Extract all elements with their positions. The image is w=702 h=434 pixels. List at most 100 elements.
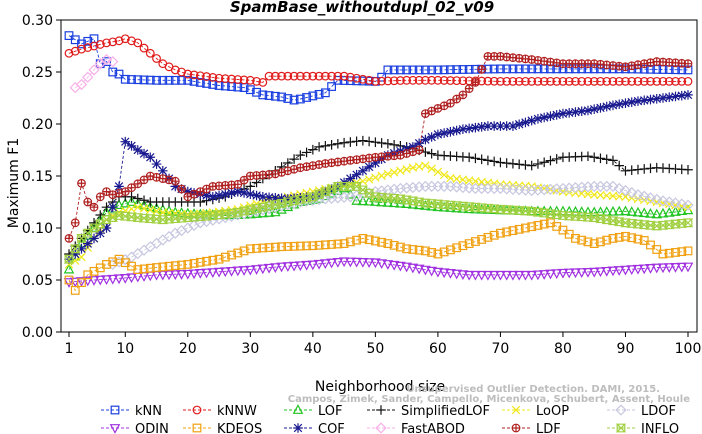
data-point-odin [582,267,594,278]
legend-label-lof: LOF [318,404,343,419]
data-point-knnw [596,76,605,86]
data-point-simplifiedlof [526,160,537,171]
data-point-lof [63,263,75,274]
data-point-knnw [639,76,649,86]
data-point-odin [226,266,237,277]
x-tick-label: 20 [179,341,197,357]
data-point-knnw [302,71,311,81]
data-point-simplifiedlof [489,156,499,167]
data-point-cof [95,228,106,238]
data-point-cof [558,108,568,119]
data-point-knn [527,64,537,74]
data-point-cof [676,90,687,101]
data-point-kdeos [627,233,637,243]
legend-item-inflo: INFLO [607,422,679,434]
data-point-simplifiedlof [345,137,356,147]
data-point-kdeos [145,263,155,273]
data-point-knnw [277,71,286,81]
data-point-knnw [227,74,236,84]
data-point-odin [507,270,519,281]
data-point-knnw [345,72,355,82]
data-point-knnw [658,76,668,86]
data-point-lof [576,206,588,216]
data-point-knnw [621,76,630,86]
data-point-odin [76,277,87,287]
data-point-knn [408,65,418,75]
data-point-odin [257,264,269,275]
legend-marker-knnw [192,405,202,415]
data-point-kdeos [614,232,624,242]
data-point-odin [563,268,575,279]
watermark-line-2: Campos, Zimek, Sander, Campello, Micenko… [288,394,690,405]
data-point-kdeos [464,239,474,249]
data-point-cof [295,193,306,203]
data-point-cof [220,189,231,199]
x-tick-label: 10 [116,341,134,357]
data-point-odin [457,270,469,281]
data-point-odin [176,270,187,280]
data-point-simplifiedlof [551,154,562,164]
data-point-ldof [682,199,694,211]
data-point-ldf [170,176,180,186]
data-point-cof [132,145,143,155]
data-point-kdeos [483,232,493,242]
data-point-ldof [632,189,644,201]
data-point-knn [283,94,293,103]
data-point-knnw [452,76,462,86]
data-point-cof [420,134,431,145]
data-point-odin [495,270,506,281]
series-fastabod [69,53,119,94]
data-point-loop [364,175,374,184]
data-point-simplifiedlof [614,160,625,171]
data-point-kdeos [583,237,593,247]
x-axis-title: Neighborhood size [315,379,445,395]
legend-item-knn: kNN [101,404,162,419]
data-point-simplifiedlof [132,193,143,204]
data-point-lof [582,206,594,217]
data-point-ldf [233,179,243,189]
data-point-simplifiedlof [283,158,293,168]
data-point-cof [495,121,506,131]
data-point-ldof [375,185,388,197]
data-point-ldof [607,180,619,193]
data-point-cof [483,121,493,131]
data-point-knn [439,65,449,75]
data-point-cof [270,193,281,203]
data-point-kdeos [377,237,387,247]
data-point-kdeos [295,241,305,251]
data-point-kdeos [233,248,243,258]
data-point-simplifiedlof [514,159,524,170]
data-point-knnw [508,76,518,86]
data-point-odin [332,258,344,268]
data-point-kdeos [108,257,118,267]
data-point-ldof [138,244,150,256]
data-point-knn [327,82,337,91]
data-point-knnw [477,76,487,86]
data-point-odin [445,269,456,279]
x-tick-label: 100 [675,341,702,357]
data-point-knnw [414,75,424,85]
data-point-kdeos [602,235,612,245]
data-point-kdeos [195,257,205,267]
data-point-cof [151,159,162,169]
data-point-odin [463,270,475,281]
legend-item-fastabod: FastABOD [367,422,465,434]
data-point-knn [127,75,136,84]
data-point-kdeos [289,241,299,251]
data-point-knnw [270,71,280,81]
data-point-knnw [395,76,405,85]
data-point-kdeos [352,235,362,245]
data-point-odin [620,265,631,276]
series-line-fastabod [75,59,113,89]
data-point-cof [345,173,356,184]
data-point-odin [288,261,300,272]
data-point-cof [476,122,487,132]
data-point-simplifiedlof [376,138,387,148]
data-point-knnw [496,76,505,86]
data-point-odin [663,263,675,273]
data-point-loop [427,164,436,173]
data-point-kdeos [202,256,211,266]
data-point-kdeos [533,221,543,230]
data-point-knnw [627,76,637,86]
data-point-cof [239,188,249,198]
